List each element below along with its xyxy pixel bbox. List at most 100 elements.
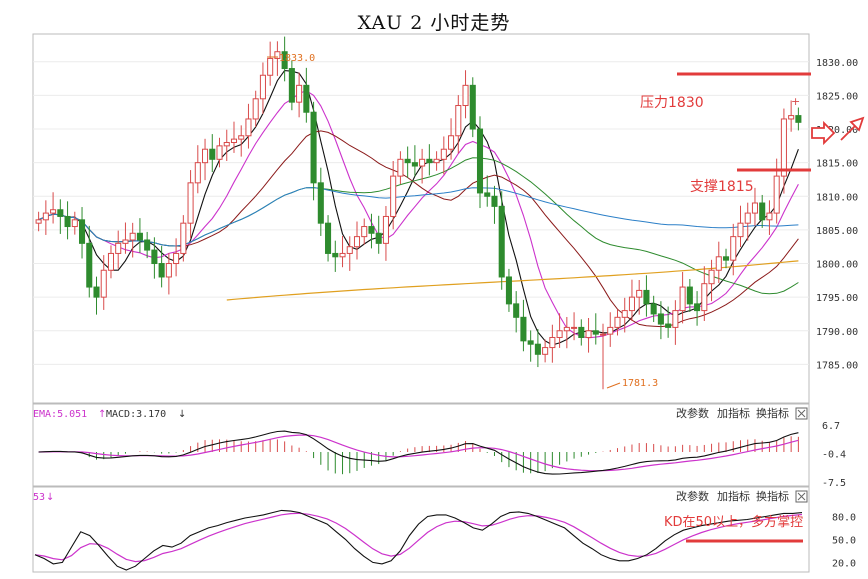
- candle-body: [708, 269, 715, 285]
- candle-body: [216, 145, 223, 160]
- candle-body: [701, 283, 708, 312]
- macd-y-tick: -7.5: [822, 478, 846, 489]
- candle-body: [274, 51, 281, 59]
- macd-y-tick: -0.4: [822, 450, 846, 461]
- candle-body: [751, 202, 758, 214]
- candle-body: [585, 330, 592, 338]
- candle-body: [50, 209, 57, 214]
- candle-body: [42, 212, 49, 221]
- chart-title: XAU 2 小时走势: [357, 12, 511, 34]
- low-label: 1781.3: [622, 378, 658, 389]
- candle-body: [534, 343, 541, 355]
- candle-body: [238, 135, 245, 140]
- ma-line-ma10: [38, 90, 799, 339]
- candle-body: [505, 276, 512, 305]
- candle-body: [296, 84, 303, 103]
- candle-body: [650, 303, 657, 315]
- macd-btn-params[interactable]: 改参数: [676, 406, 709, 420]
- kd-y-tick: 50.0: [832, 535, 856, 546]
- candle-body: [202, 148, 209, 164]
- candle-body: [694, 303, 701, 312]
- candle-body: [614, 316, 621, 328]
- candle-body: [759, 202, 766, 221]
- candle-body: [607, 326, 614, 335]
- kd-btn-switch[interactable]: 换指标: [756, 489, 789, 503]
- candle-body: [339, 252, 346, 258]
- candle-body: [599, 333, 607, 336]
- candle-body: [448, 135, 455, 150]
- kd-k-line: [34, 509, 803, 571]
- candle-body: [563, 326, 570, 332]
- candle-body: [180, 222, 187, 254]
- candle-body: [64, 215, 71, 228]
- kd-close-icon[interactable]: [795, 490, 808, 503]
- candle-body: [462, 84, 469, 107]
- high-label: 1833.0: [279, 53, 315, 64]
- candle-body: [187, 182, 194, 224]
- candle-body: [773, 175, 780, 214]
- candle-body: [476, 128, 484, 194]
- candle-body: [165, 263, 172, 278]
- macd-btn-switch[interactable]: 换指标: [756, 406, 789, 420]
- candle-body: [679, 286, 686, 312]
- low-marker-line: [606, 382, 621, 389]
- ma-line-ma60: [38, 157, 799, 295]
- candle-body: [766, 212, 773, 221]
- macd-dea-line: [38, 434, 799, 472]
- y-tick-label: 1820.00: [816, 125, 858, 136]
- candle-body: [722, 256, 730, 261]
- candle-body: [57, 209, 64, 217]
- macd-y-tick: 6.7: [822, 421, 840, 432]
- plus-marker: +: [791, 95, 800, 108]
- up-right-arrow-icon: [840, 116, 865, 141]
- main-panel-frame: [32, 33, 810, 404]
- kd-label: KD在50以上，多方掌控: [664, 514, 803, 530]
- y-tick-label: 1785.00: [816, 360, 858, 371]
- candle-body: [549, 336, 556, 349]
- candle-body: [397, 158, 404, 177]
- candle-body: [173, 252, 180, 265]
- candle-body: [592, 330, 599, 335]
- candle-body: [542, 347, 549, 355]
- resistance-label: 压力1830: [640, 95, 704, 111]
- macd-up-arrow-icon: ↑: [98, 409, 106, 420]
- candle-body: [144, 239, 151, 251]
- candle-body: [252, 98, 259, 120]
- candle-body: [158, 263, 165, 278]
- candle-body: [35, 219, 42, 224]
- macd-btn-add[interactable]: 加指标: [717, 406, 750, 420]
- candle-body: [129, 232, 136, 241]
- candle-body: [122, 239, 129, 244]
- candle-body: [86, 242, 93, 288]
- kd-btn-params[interactable]: 改参数: [676, 489, 709, 503]
- macd-dif-line: [38, 430, 799, 475]
- candle-body: [151, 249, 158, 265]
- candle-body: [484, 192, 491, 197]
- candle-body: [440, 148, 447, 160]
- candle-body: [209, 148, 216, 160]
- macd-down-arrow-icon: ↓: [178, 409, 186, 420]
- candle-body: [636, 289, 643, 298]
- macd-ema-label: EMA:5.051: [33, 409, 87, 420]
- candle-body: [100, 269, 107, 298]
- right-arrow-icon: [811, 120, 836, 146]
- candle-body: [317, 182, 324, 224]
- support-label: 支撑1815: [690, 179, 754, 195]
- kd-down-arrow-icon: ↓: [46, 492, 54, 503]
- candle-body: [368, 226, 375, 234]
- candle-body: [390, 175, 397, 217]
- candle-body: [788, 115, 795, 120]
- candle-body: [411, 162, 418, 167]
- kd-header-label: 53: [33, 492, 45, 503]
- candle-body: [230, 138, 238, 143]
- candle-body: [686, 286, 693, 305]
- candle-body: [426, 158, 433, 164]
- macd-close-icon[interactable]: [795, 407, 808, 420]
- candle-body: [469, 84, 476, 130]
- kd-btn-add[interactable]: 加指标: [717, 489, 750, 503]
- candle-body: [578, 326, 585, 338]
- candle-body: [346, 246, 353, 254]
- candle-body: [136, 232, 143, 241]
- candle-body: [223, 141, 230, 147]
